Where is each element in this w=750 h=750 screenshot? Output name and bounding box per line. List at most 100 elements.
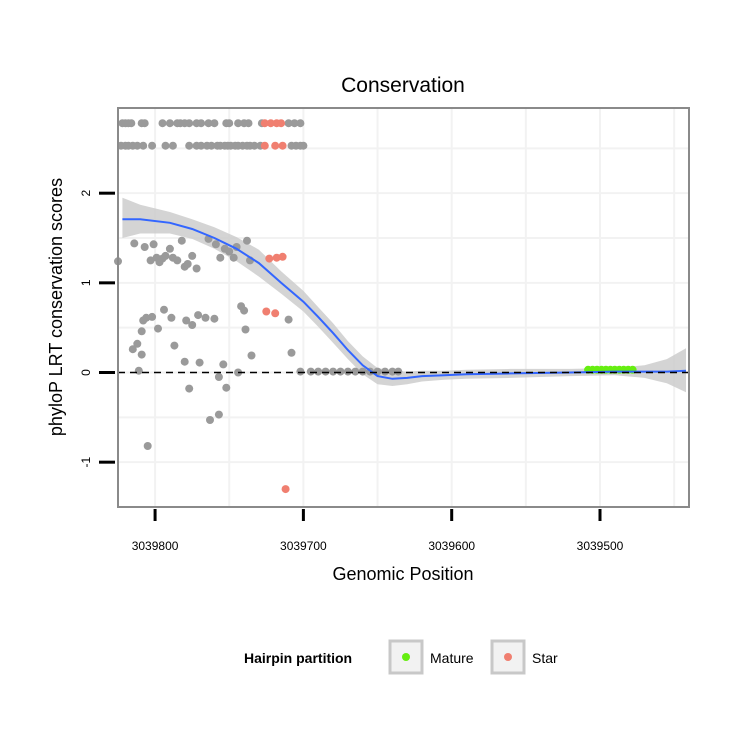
smooth-ribbon-layer — [122, 197, 686, 393]
smooth-line — [122, 218, 687, 380]
legend-label-mature: Mature — [430, 650, 474, 666]
y-tick-label: 1 — [79, 279, 93, 286]
point-other — [165, 119, 174, 128]
point-other — [149, 240, 158, 249]
panel-border — [117, 107, 690, 508]
smooth-line-layer — [122, 218, 687, 380]
point-other — [214, 373, 223, 381]
point-other — [329, 367, 338, 376]
point-other — [225, 247, 234, 256]
point-other — [188, 321, 197, 329]
point-other — [296, 119, 305, 128]
point-other — [140, 243, 149, 251]
point-other — [183, 260, 192, 268]
point-other — [351, 367, 360, 376]
point-star — [271, 141, 280, 150]
point-other — [394, 367, 403, 376]
point-other — [168, 141, 177, 150]
point-other — [194, 311, 203, 320]
point-other — [173, 256, 182, 265]
point-star — [265, 254, 274, 263]
point-other — [130, 239, 139, 248]
point-star — [281, 485, 290, 494]
point-other — [197, 141, 206, 150]
point-other — [197, 119, 206, 128]
point-other — [234, 119, 243, 128]
y-axis: -1 0 1 2 — [79, 190, 115, 468]
point-other — [180, 357, 189, 366]
legend-entries: Mature Star — [388, 639, 558, 675]
point-star — [260, 141, 269, 150]
chart-title: Conservation — [341, 74, 465, 97]
point-other — [201, 313, 210, 322]
point-other — [185, 384, 194, 393]
point-other — [210, 119, 219, 128]
point-other — [185, 141, 194, 150]
point-other — [388, 367, 397, 376]
point-other — [133, 339, 142, 348]
point-other — [207, 141, 216, 150]
point-other — [139, 141, 148, 150]
x-axis: 3039800 3039700 3039600 3039500 — [132, 509, 624, 553]
y-axis-title: phyloP LRT conservation scores — [46, 178, 66, 436]
point-other — [284, 119, 293, 128]
point-other — [247, 351, 256, 360]
y-tick-label: -1 — [79, 457, 93, 468]
point-other — [290, 119, 299, 128]
point-star — [272, 253, 281, 262]
point-other — [139, 316, 148, 325]
point-other — [148, 141, 157, 150]
point-other — [161, 251, 170, 260]
point-other — [182, 316, 191, 325]
point-other — [188, 251, 197, 260]
point-other — [284, 315, 293, 324]
x-tick-label: 3039700 — [280, 539, 327, 553]
point-other — [204, 119, 213, 128]
point-other — [177, 236, 186, 245]
series-star — [260, 119, 290, 494]
point-other — [185, 119, 194, 128]
point-other — [250, 141, 259, 150]
point-other — [358, 367, 367, 376]
x-tick-label: 3039800 — [132, 539, 179, 553]
point-star — [277, 119, 286, 128]
point-other — [160, 305, 168, 314]
point-other — [165, 244, 174, 253]
point-other — [206, 416, 214, 424]
legend-swatch-star — [504, 653, 512, 661]
point-other — [243, 236, 251, 245]
point-other — [381, 367, 389, 376]
point-other — [137, 327, 146, 336]
point-other — [216, 253, 225, 262]
points-layer — [114, 119, 637, 494]
point-other — [214, 410, 223, 419]
point-other — [195, 358, 204, 367]
point-other — [225, 119, 234, 128]
point-other — [128, 345, 137, 354]
x-tick-label: 3039600 — [428, 539, 475, 553]
point-other — [299, 141, 308, 150]
x-tick-label: 3039500 — [577, 539, 624, 553]
point-other — [336, 367, 345, 376]
point-other — [140, 119, 149, 128]
point-other — [314, 367, 323, 376]
point-other — [143, 442, 152, 450]
point-other — [321, 367, 330, 376]
point-other — [306, 367, 315, 376]
point-other — [296, 367, 305, 376]
point-other — [133, 141, 142, 150]
smooth-confidence-ribbon — [122, 197, 686, 393]
point-other — [127, 119, 136, 128]
point-other — [161, 141, 170, 150]
point-other — [148, 312, 157, 321]
point-other — [134, 366, 143, 375]
point-other — [211, 240, 220, 249]
point-other — [154, 324, 162, 333]
y-tick-label: 0 — [79, 369, 93, 376]
legend-swatch-mature — [402, 653, 410, 661]
legend-title: Hairpin partition — [244, 650, 352, 666]
legend-label-star: Star — [532, 650, 558, 666]
point-star — [266, 119, 275, 128]
point-star — [271, 309, 280, 318]
